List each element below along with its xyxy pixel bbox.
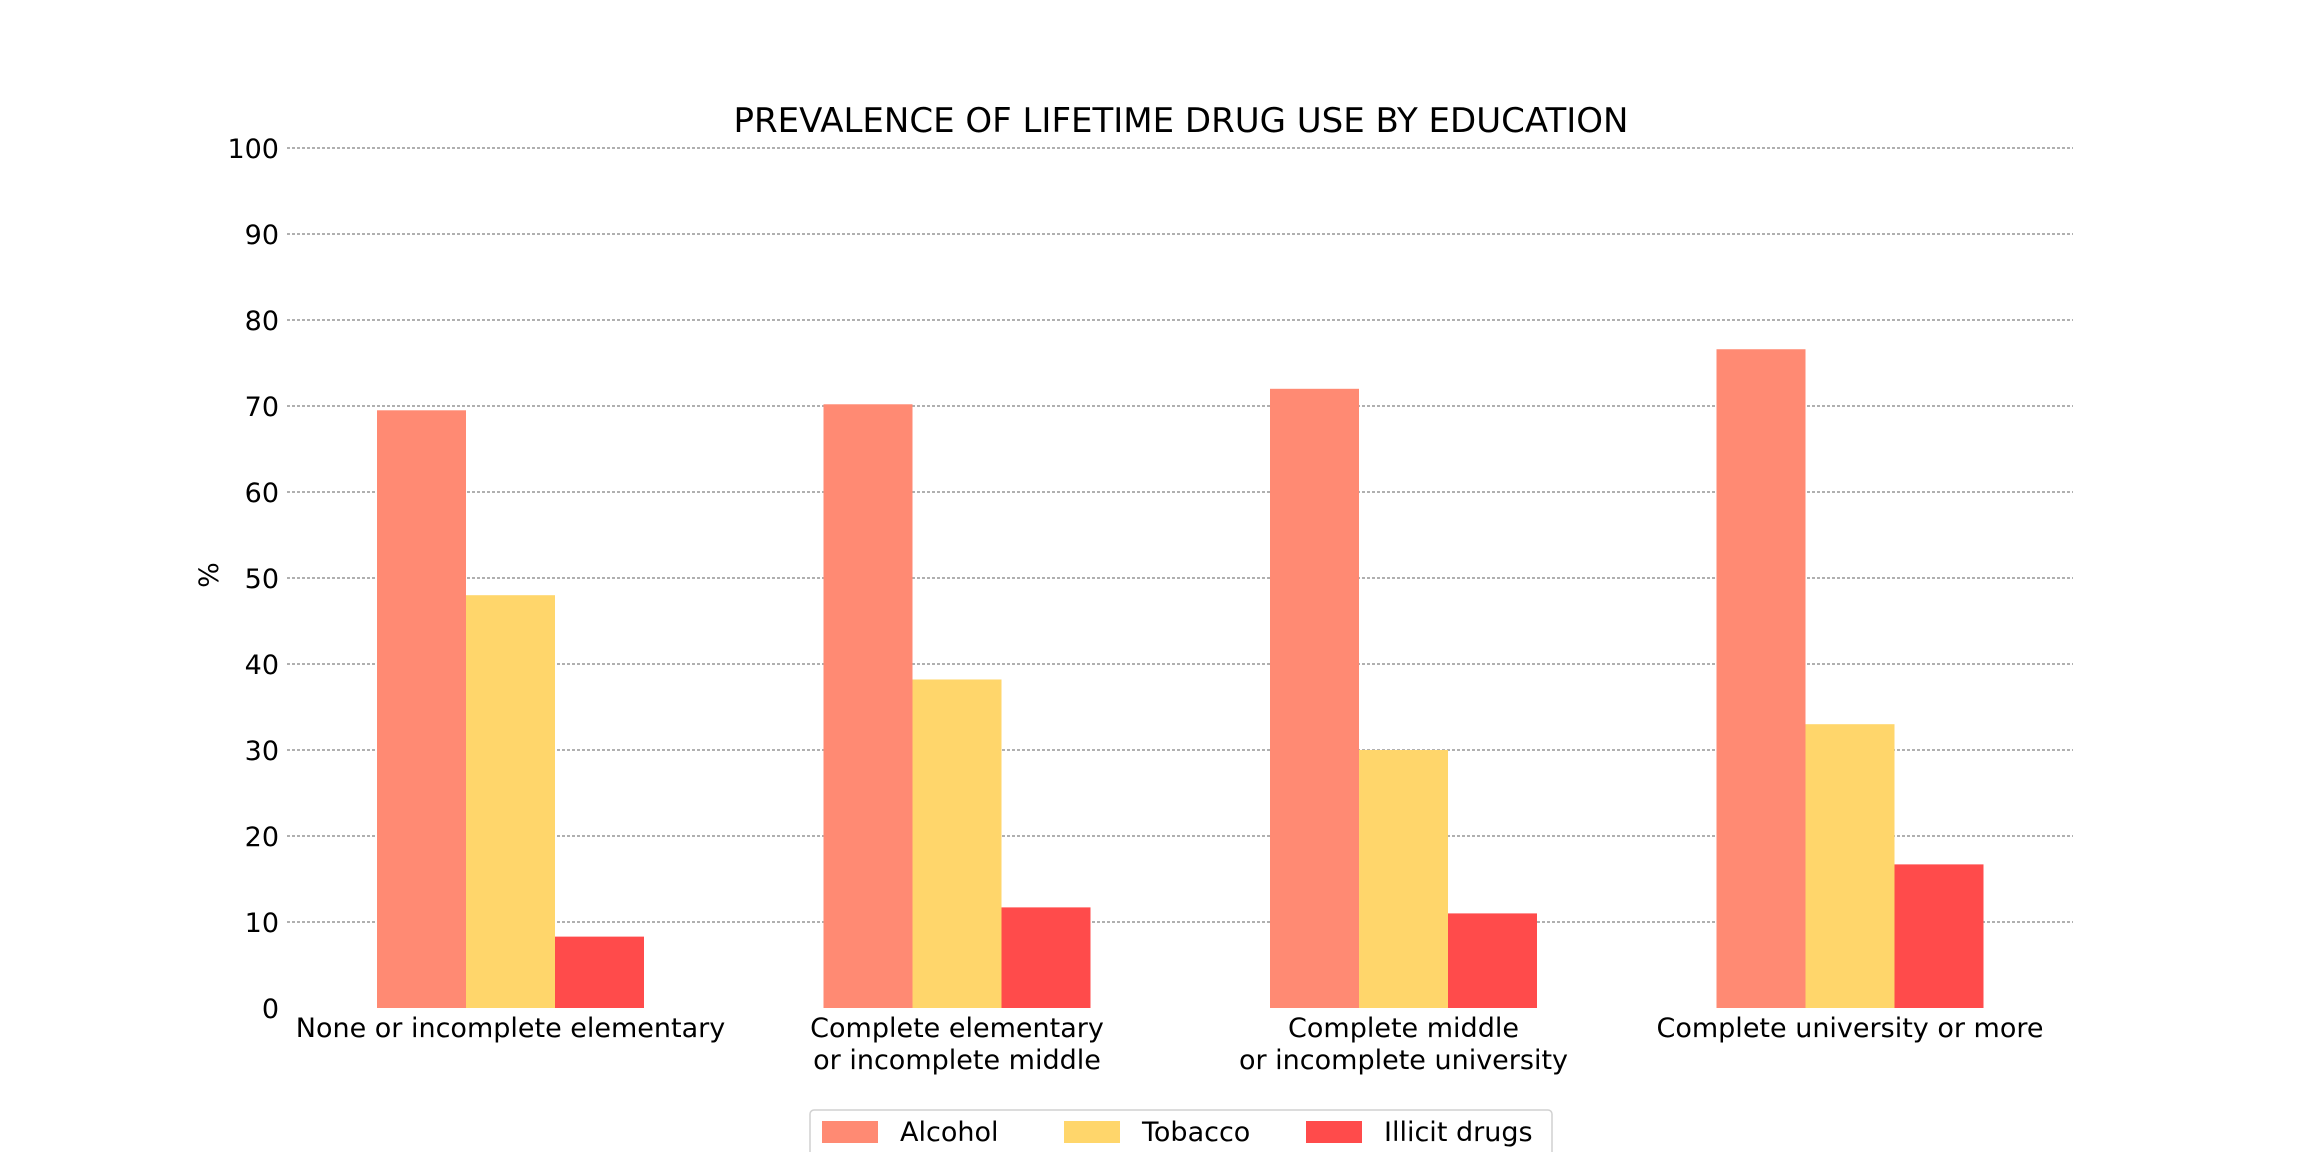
legend-label: Tobacco xyxy=(1141,1117,1250,1148)
legend-items: Alcohol Tobacco Illicit drugs xyxy=(822,1117,1533,1148)
bar-tobacco xyxy=(466,595,555,1008)
bar-illicit-drugs xyxy=(1001,907,1091,1008)
bars xyxy=(377,349,1984,1008)
x-category-label: Complete middle xyxy=(1288,1013,1519,1044)
x-category-label: or incomplete university xyxy=(1239,1045,1568,1076)
legend: Alcohol Tobacco Illicit drugs xyxy=(809,1109,1553,1152)
bar-alcohol xyxy=(823,404,913,1008)
bar-tobacco xyxy=(912,679,1002,1008)
chart-title: PREVALENCE OF LIFETIME DRUG USE BY EDUCA… xyxy=(734,101,1629,141)
bar-illicit-drugs xyxy=(1448,913,1537,1008)
gridlines xyxy=(287,147,2073,923)
y-tick-label: 10 xyxy=(245,908,279,939)
legend-swatch xyxy=(1064,1121,1120,1143)
x-axis-categories: None or incomplete elementary Complete el… xyxy=(296,1013,2044,1076)
y-tick-label: 20 xyxy=(245,822,279,853)
legend-swatch xyxy=(1306,1121,1362,1143)
legend-frame xyxy=(809,1109,1553,1152)
x-category-label: or incomplete middle xyxy=(813,1045,1101,1076)
y-tick-label: 90 xyxy=(245,220,279,251)
x-category-label: Complete elementary xyxy=(810,1013,1104,1044)
legend-swatch xyxy=(822,1121,878,1143)
legend-label: Alcohol xyxy=(900,1117,998,1148)
y-tick-label: 100 xyxy=(227,134,279,165)
bar-illicit-drugs xyxy=(555,936,644,1008)
y-tick-label: 0 xyxy=(262,994,279,1025)
bar-alcohol xyxy=(377,410,466,1008)
legend-label: Illicit drugs xyxy=(1384,1117,1533,1148)
y-tick-label: 70 xyxy=(245,392,279,423)
y-axis-label: % xyxy=(194,562,225,588)
bar-illicit-drugs xyxy=(1894,864,1984,1008)
y-tick-label: 60 xyxy=(245,478,279,509)
y-tick-label: 80 xyxy=(245,306,279,337)
x-category-label: None or incomplete elementary xyxy=(296,1013,726,1044)
y-tick-label: 40 xyxy=(245,650,279,681)
y-tick-label: 50 xyxy=(245,564,279,595)
y-tick-label: 30 xyxy=(245,736,279,767)
bar-tobacco xyxy=(1359,750,1448,1008)
bar-alcohol xyxy=(1270,388,1359,1008)
y-axis-ticks: 0 10 20 30 40 50 60 70 80 90 100 xyxy=(227,134,279,1025)
bar-tobacco xyxy=(1805,724,1895,1008)
bar-alcohol xyxy=(1716,349,1806,1008)
x-category-label: Complete university or more xyxy=(1657,1013,2044,1044)
